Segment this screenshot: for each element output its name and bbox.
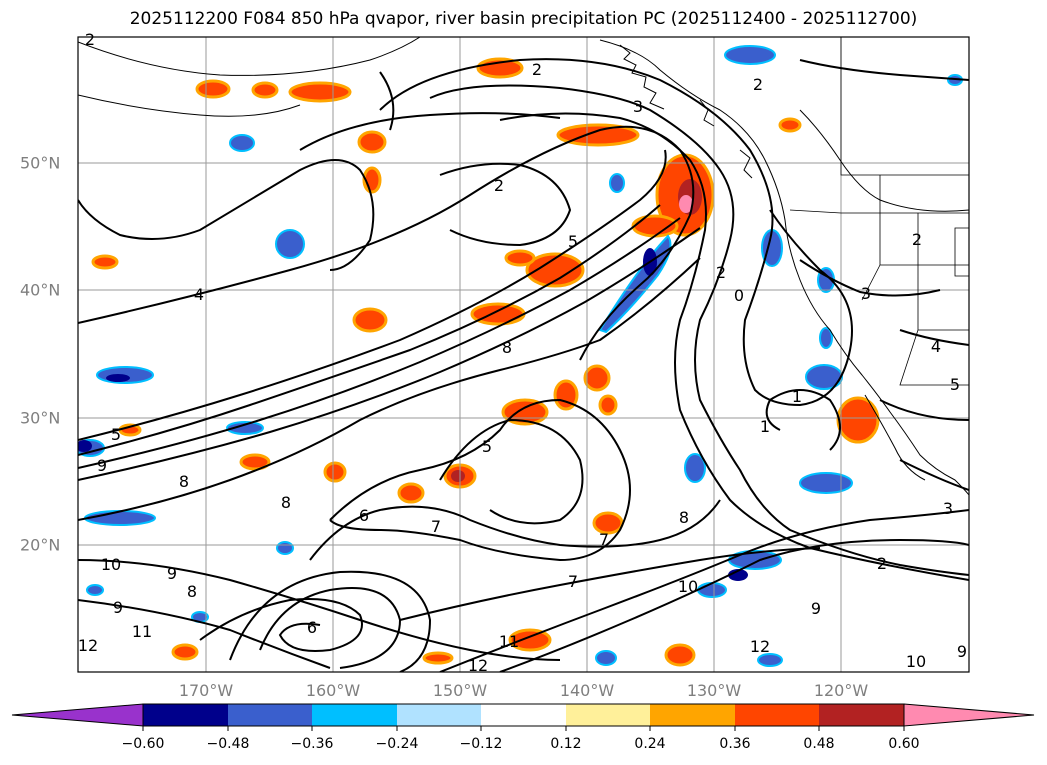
contour-label: 0 [733, 286, 745, 305]
contour-label: 3 [860, 284, 872, 303]
positive-anomaly-shading [91, 57, 880, 667]
contour-label: 2 [876, 554, 888, 573]
contour-label: 10 [100, 555, 122, 574]
contour-label: 4 [193, 285, 205, 304]
contour-label: 2 [531, 60, 543, 79]
map-frame [77, 36, 970, 673]
contour-label: 2 [911, 230, 923, 249]
lat-label-30n: 30°N [20, 408, 61, 428]
contour-label: 2 [715, 263, 727, 282]
contour-label: 9 [112, 598, 124, 617]
contour-label: 9 [956, 642, 968, 661]
contour-label: 2 [84, 30, 96, 49]
contour-label: 8 [280, 493, 292, 512]
lon-label-140w: 140°W [559, 681, 615, 700]
lon-label-120w: 120°W [813, 681, 869, 700]
negative-anomaly-shading [78, 45, 963, 667]
contour-label: 9 [96, 456, 108, 475]
colorbar-tick-label: −0.24 [375, 736, 419, 752]
colorbar-tick-label: −0.48 [206, 736, 250, 752]
contour-label: 12 [749, 637, 771, 656]
contour-label: 3 [632, 97, 644, 116]
contour-label: 1 [759, 417, 771, 436]
contour-label: 11 [131, 622, 153, 641]
contour-label: 9 [810, 599, 822, 618]
lon-label-170w: 170°W [178, 681, 234, 700]
contour-label: 5 [949, 375, 961, 394]
contour-label: 8 [501, 338, 513, 357]
contour-label: 2 [752, 75, 764, 94]
contour-label: 5 [567, 232, 579, 251]
contour-label: 6 [358, 506, 370, 525]
thin-contours [78, 37, 969, 212]
map-area [78, 37, 969, 672]
colorbar [11, 703, 1035, 731]
contour-label: 8 [186, 582, 198, 601]
contour-label: 12 [467, 656, 489, 675]
colorbar-tick-label: −0.36 [290, 736, 334, 752]
colorbar-tick-label: 0.36 [719, 736, 751, 752]
colorbar-tick-label: 0.48 [803, 736, 835, 752]
coastline [599, 37, 969, 496]
contour-label: 7 [567, 572, 579, 591]
lon-label-130w: 130°W [686, 681, 742, 700]
contour-label: 11 [498, 632, 520, 651]
colorbar-tick-label: 0.24 [634, 736, 666, 752]
contour-label: 7 [430, 517, 442, 536]
lat-label-20n: 20°N [20, 535, 61, 555]
contour-label: 12 [77, 636, 99, 655]
colorbar-tick-label: −0.60 [121, 736, 165, 752]
contour-label: 8 [678, 508, 690, 527]
lon-label-160w: 160°W [305, 681, 361, 700]
figure-title: 2025112200 F084 850 hPa qvapor, river ba… [129, 9, 918, 29]
contour-label: 5 [110, 425, 122, 444]
contour-label: 6 [306, 618, 318, 637]
contour-label: 10 [677, 577, 699, 596]
contour-label: 4 [930, 337, 942, 356]
lat-label-50n: 50°N [20, 153, 61, 173]
lat-label-40n: 40°N [20, 280, 61, 300]
contour-label: 2 [493, 176, 505, 195]
contour-label: 8 [178, 472, 190, 491]
contour-label: 3 [942, 499, 954, 518]
contour-label: 1 [791, 387, 803, 406]
colorbar-tick-label: −0.12 [459, 736, 503, 752]
lon-label-150w: 150°W [432, 681, 488, 700]
colorbar-tick-label: 0.60 [888, 736, 920, 752]
contour-label: 10 [905, 652, 927, 671]
contour-label: 5 [481, 437, 493, 456]
colorbar-tick-label: 0.12 [550, 736, 582, 752]
contour-label: 9 [166, 564, 178, 583]
gridlines [78, 37, 969, 672]
contour-label: 7 [598, 530, 610, 549]
qvapor-contours [78, 58, 969, 672]
